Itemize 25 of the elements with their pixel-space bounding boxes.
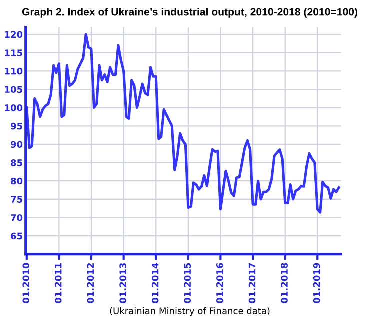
x-tick-label: 01.2016: [216, 263, 224, 304]
chart-title: Graph 2. Index of Ukraine’s industrial output, 2010-2018 (2010=100): [22, 8, 358, 18]
y-tick-label: 110: [5, 68, 23, 75]
y-tick-label: 115: [5, 50, 22, 56]
y-tick-label: 65: [11, 232, 22, 240]
x-tick-label: 01.2013: [120, 263, 126, 304]
line-series: [26, 33, 340, 214]
x-tick-label: 01.2018: [281, 263, 288, 304]
x-tick-label: 01.2012: [87, 264, 94, 304]
x-tick-label: 01.2017: [248, 263, 256, 304]
x-tick-label: 01.2011: [54, 263, 62, 304]
y-tick-label: 105: [5, 86, 22, 94]
y-tick-label: 120: [5, 31, 23, 38]
text: (Ukrainian Ministry of Finance data): [110, 307, 270, 316]
y-tick-label: 95: [10, 122, 22, 130]
y-tick-label: 80: [11, 178, 23, 185]
x-tick-label: 01.2014: [152, 263, 159, 304]
y-tick-label: 90: [10, 141, 23, 148]
y-tick-label: 75: [11, 196, 22, 203]
x-tick-label: 01.2019: [313, 263, 320, 304]
y-tick-label: 85: [11, 160, 22, 166]
x-tick-label: 01.2010: [22, 263, 30, 304]
y-tick-label: 100: [5, 104, 23, 112]
y-tick-label: 70: [11, 214, 23, 222]
x-tick-label: 01.2015: [184, 263, 192, 304]
